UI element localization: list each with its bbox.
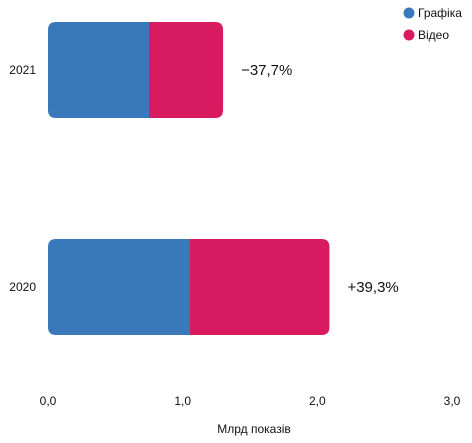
legend-label-video: Відео [418, 28, 449, 42]
x-axis-title: Млрд показів [217, 422, 291, 436]
category-label-2021: 2021 [9, 63, 36, 77]
bar-segment-2021-video [149, 22, 224, 118]
legend-marker-graphics [403, 7, 415, 19]
x-tick-label: 1,0 [174, 394, 191, 408]
bar-segment-2020-video [189, 239, 330, 335]
change-annotation-2021: −37,7% [241, 62, 292, 79]
x-tick-label: 2,0 [309, 394, 326, 408]
annotation-labels: −37,7% +39,3% [241, 62, 399, 296]
x-tick-label: 0,0 [40, 394, 57, 408]
category-label-2020: 2020 [9, 280, 36, 294]
bar-segment-2020-graphics [48, 239, 190, 335]
x-tick-labels: 0,0 1,0 2,0 3,0 [40, 394, 461, 408]
bars-layer [48, 22, 330, 335]
legend: Графіка Відео [403, 6, 462, 42]
change-annotation-2020: +39,3% [347, 279, 398, 296]
x-tick-label: 3,0 [444, 394, 461, 408]
category-labels: 2021 2020 [9, 63, 36, 294]
legend-marker-video [403, 29, 415, 41]
bar-segment-2021-graphics [48, 22, 149, 118]
legend-label-graphics: Графіка [418, 6, 462, 20]
